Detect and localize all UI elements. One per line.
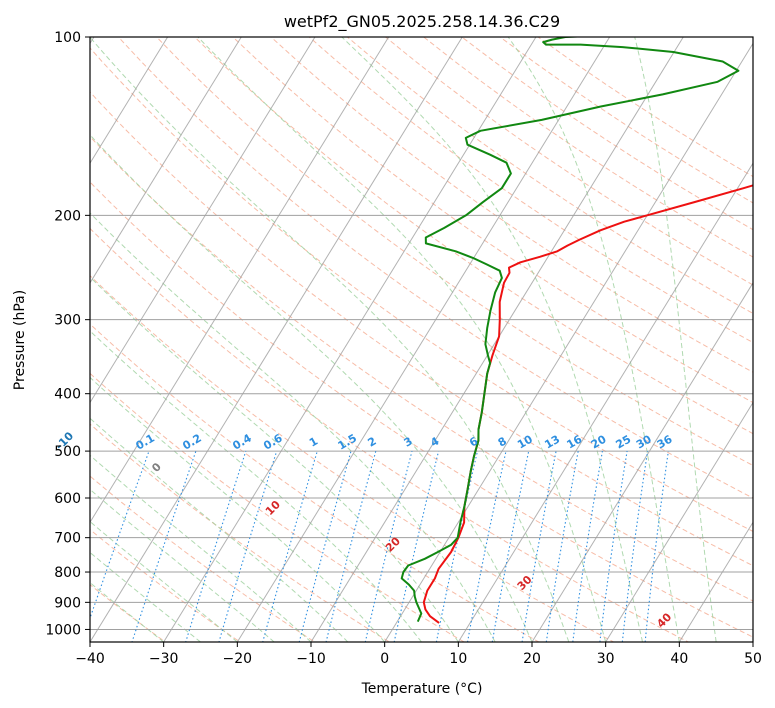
y-tick-label: 600 xyxy=(54,491,81,507)
mixing-ratio-line xyxy=(621,451,649,642)
temperature-line xyxy=(422,184,753,624)
background-lines xyxy=(90,37,753,642)
moist-adiabat xyxy=(90,212,496,642)
y-tick-label: 300 xyxy=(54,313,81,329)
isotherm xyxy=(90,37,463,642)
mixing-ratio-line xyxy=(325,450,377,642)
y-tick-label: 700 xyxy=(54,531,81,547)
isotherm xyxy=(90,37,242,284)
moist-adiabat xyxy=(90,520,238,642)
x-tick-label: 20 xyxy=(523,651,541,667)
moist-adiabat xyxy=(634,37,717,642)
y-tick-label: 1000 xyxy=(45,622,81,638)
isotherm xyxy=(384,42,753,642)
isotherm xyxy=(531,281,753,642)
axes: −40 −30 −20 −10 0 10 20 30 40 50 100 200 300 400 500 60… xyxy=(45,30,762,667)
x-tick-label: 0 xyxy=(380,651,389,667)
moist-adiabat xyxy=(90,454,312,642)
x-tick-label: −20 xyxy=(223,651,253,667)
x-tick-label: −40 xyxy=(75,651,105,667)
isotherm xyxy=(236,37,611,642)
mixing-ratio-line xyxy=(131,450,197,642)
moist-adiabat xyxy=(90,330,422,642)
x-tick-label: −10 xyxy=(296,651,326,667)
moist-adiabat xyxy=(341,37,643,642)
mixing-ratio-line xyxy=(521,450,557,642)
x-tick-label: 30 xyxy=(597,651,615,667)
y-tick-label: 500 xyxy=(54,444,81,460)
mixing-ratio-line xyxy=(218,450,278,642)
y-tick-label: 800 xyxy=(54,565,81,581)
plot-background xyxy=(90,37,753,642)
isotherm xyxy=(163,37,537,642)
moist-adiabat xyxy=(197,37,607,642)
dry-adiabat xyxy=(90,91,753,567)
dry-adiabat xyxy=(308,37,753,344)
x-axis-title: Temperature (°C) xyxy=(361,681,483,697)
mixing-ratio-line xyxy=(644,451,669,642)
isotherm xyxy=(90,37,390,524)
dry-adiabat xyxy=(270,37,753,373)
mixing-ratio-line xyxy=(298,450,352,642)
isotherm xyxy=(605,401,753,642)
y-tick-label: 100 xyxy=(54,30,81,46)
mixing-ratio-line xyxy=(364,450,413,642)
mixing-ratio-line xyxy=(545,450,579,642)
dry-adiabat xyxy=(194,37,753,435)
mixing-ratio-line xyxy=(491,450,530,642)
dry-adiabat xyxy=(90,528,241,642)
x-tick-label: −30 xyxy=(149,651,179,667)
y-tick-label: 900 xyxy=(54,595,81,611)
moist-adiabat xyxy=(90,488,275,642)
moist-adiabat xyxy=(507,37,680,642)
x-tick-label: 40 xyxy=(670,651,688,667)
moist-adiabat xyxy=(90,134,533,642)
mixing-ratio-line xyxy=(466,450,507,642)
moist-adiabat xyxy=(90,376,386,642)
x-tick-label: 10 xyxy=(449,651,467,667)
plot-frame xyxy=(89,36,754,643)
mixing-ratio-line xyxy=(393,450,440,642)
moist-adiabat xyxy=(90,581,164,642)
mixing-ratio-line xyxy=(599,451,628,642)
moist-adiabat xyxy=(90,417,349,642)
dewpoint-line xyxy=(400,37,740,622)
dry-adiabat xyxy=(90,227,690,642)
moist-adiabat xyxy=(90,276,459,642)
y-tick-label: 200 xyxy=(54,208,81,224)
isotherm xyxy=(457,162,753,642)
mixing-ratio-line xyxy=(572,451,603,642)
y-axis-title: Pressure (hPa) xyxy=(12,290,28,390)
mixing-ratio-line xyxy=(90,450,150,620)
isotherm xyxy=(90,37,169,165)
chart-title: wetPf2_GN05.2025.258.14.36.C29 xyxy=(284,12,560,32)
dry-adiabat xyxy=(232,37,753,404)
x-tick-label: 50 xyxy=(744,651,762,667)
moist-adiabat xyxy=(90,551,201,642)
mixing-ratio-line xyxy=(262,450,318,642)
isotherm xyxy=(90,37,316,404)
mixing-ratio-line xyxy=(435,450,479,642)
moist-adiabat xyxy=(90,37,570,642)
y-tick-label: 400 xyxy=(54,387,81,403)
dry-adiabat xyxy=(90,372,466,642)
isotherm xyxy=(678,521,753,642)
sounding-series xyxy=(400,37,753,624)
